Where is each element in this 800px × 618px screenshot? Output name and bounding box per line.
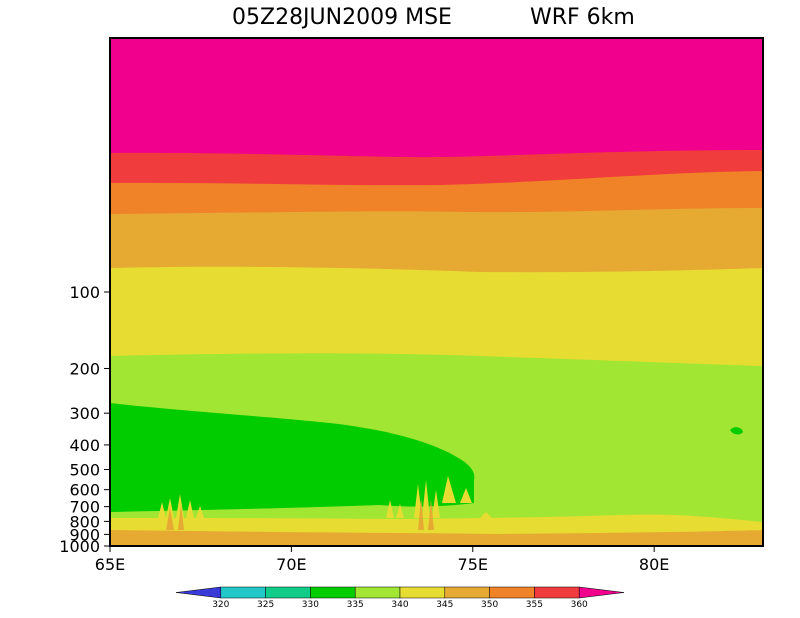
y-tick-label: 700	[69, 498, 100, 517]
x-tick-label: 75E	[458, 555, 488, 574]
colorbar-swatch	[399, 586, 446, 599]
band-330-335-blob	[730, 427, 743, 435]
y-tick-label: 800	[69, 512, 100, 531]
convective-plumes	[158, 476, 492, 518]
y-tick-label: 600	[69, 481, 100, 500]
chart-subtitle: WRF 6km	[530, 5, 635, 30]
colorbar-label: 335	[347, 600, 364, 610]
plot-area	[110, 38, 763, 546]
x-axis: 65E 70E 75E 80E	[95, 546, 669, 574]
x-tick-label: 65E	[95, 555, 125, 574]
y-tick-label: 900	[69, 525, 100, 544]
colorbar-swatch	[444, 586, 490, 599]
colorbar-swatch	[489, 586, 535, 599]
colorbar-label: 330	[302, 600, 319, 610]
y-tick-label: 100	[69, 283, 100, 302]
colorbar-label: 345	[436, 600, 453, 610]
colorbar-swatch	[310, 586, 356, 599]
convective-plume-cores	[166, 498, 434, 530]
colorbar-label: 350	[481, 600, 498, 610]
colorbar-label: 325	[257, 600, 274, 610]
colorbar-label: 340	[391, 600, 408, 610]
band-330-335	[110, 403, 475, 512]
chart-title: 05Z28JUN2009 MSE	[232, 5, 452, 30]
y-tick-label: 1000	[59, 537, 100, 556]
colorbar-swatch	[175, 586, 222, 599]
colorbar-label: 320	[212, 600, 229, 610]
colorbar-label: 355	[526, 600, 543, 610]
colorbar-label: 360	[571, 600, 588, 610]
y-tick-label: 200	[69, 359, 100, 378]
y-tick-label: 500	[69, 461, 100, 480]
x-tick-label: 80E	[639, 555, 669, 574]
colorbar-swatch	[354, 586, 401, 599]
x-tick-label: 70E	[276, 555, 306, 574]
colorbar-swatch	[534, 586, 580, 599]
colorbar-swatch	[265, 586, 311, 599]
colorbar-swatch	[578, 586, 625, 599]
colorbar: 320 325 330 335 340 345 350 355 360	[175, 586, 625, 610]
y-tick-label: 300	[69, 404, 100, 423]
y-tick-label: 400	[69, 436, 100, 455]
colorbar-swatch	[220, 586, 266, 599]
band-345-350-lower	[110, 530, 763, 546]
